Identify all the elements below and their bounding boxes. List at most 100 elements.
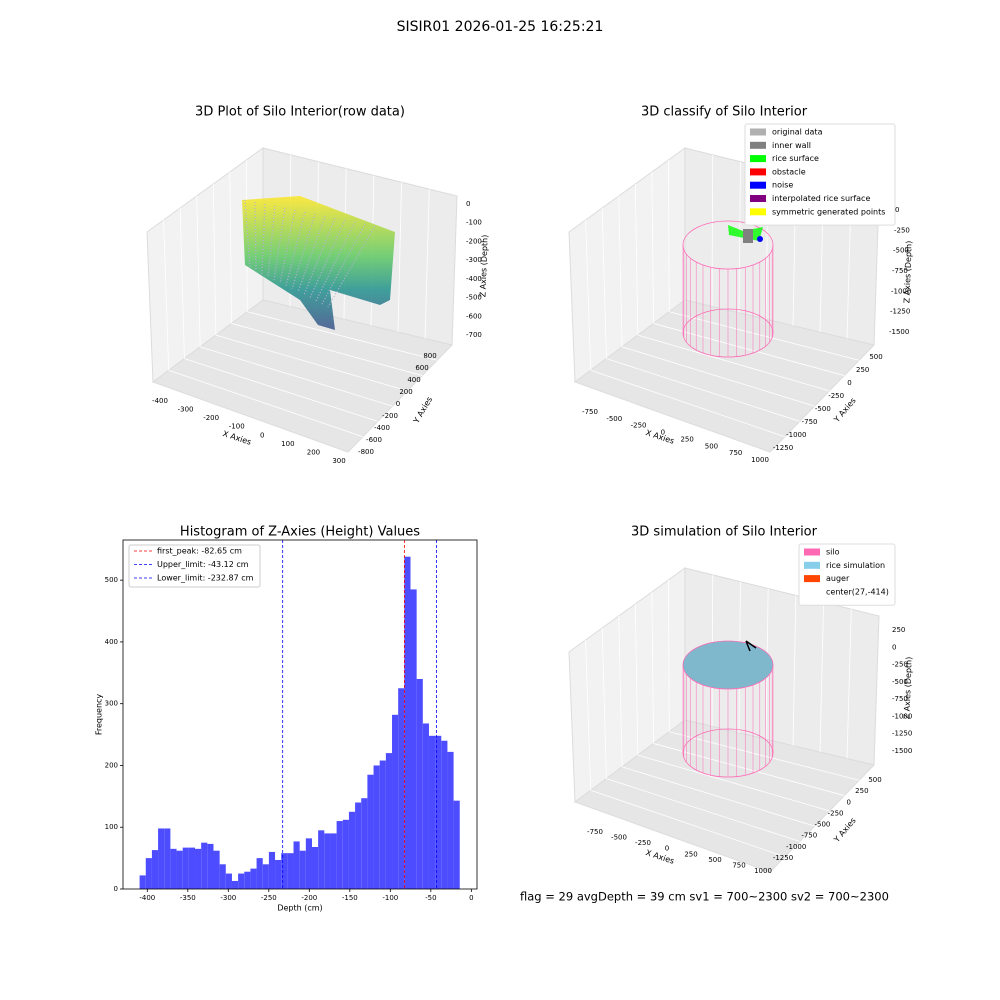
point-stripe — [309, 219, 346, 299]
pane-grid — [601, 207, 607, 359]
y-tick-label: 500 — [868, 776, 881, 784]
x-tick-label: 1000 — [751, 456, 769, 464]
legend-label: auger — [826, 574, 850, 583]
pane-grid — [738, 161, 741, 313]
y-tick-label: 250 — [856, 366, 869, 374]
silo-top — [682, 640, 774, 690]
legend-swatch — [750, 168, 766, 176]
legend-label: Upper_limit: -43.12 cm — [157, 560, 249, 569]
pane-grid — [819, 602, 824, 753]
pane-grid — [606, 358, 800, 422]
y-tick-label: 300 — [105, 700, 118, 708]
x-tick-label: -300 — [178, 406, 194, 414]
bar — [324, 833, 331, 889]
x-tick-label: 750 — [729, 449, 742, 457]
x-tick-label: 1000 — [754, 867, 772, 875]
bar — [441, 740, 448, 889]
axis-label: Z Axies (Depth) — [902, 241, 913, 304]
legend-label: Lower_limit: -232.87 cm — [157, 574, 254, 583]
point-stripe — [327, 225, 376, 308]
bar — [195, 848, 202, 889]
bar — [336, 821, 343, 889]
bar — [231, 880, 239, 889]
point-cloud — [242, 196, 395, 330]
wall-points — [743, 229, 753, 243]
z-tick-label: -250 — [894, 226, 910, 234]
noise-point — [757, 236, 763, 242]
status-footer: flag = 29 avgDepth = 39 cm sv1 = 700~230… — [520, 890, 889, 904]
y-tick-label: 400 — [407, 376, 420, 384]
z-tick-label: -1000 — [891, 287, 911, 295]
x-tick-label: 0 — [469, 894, 473, 902]
x-tick-label: -350 — [180, 894, 196, 902]
point-stripe — [279, 209, 296, 284]
x-tick-label: 0 — [665, 845, 669, 853]
z-tick-label: -500 — [892, 678, 908, 686]
legend-swatch — [804, 561, 820, 569]
z-tick-label: -1250 — [890, 308, 910, 316]
y-tick-label: -1250 — [773, 854, 793, 862]
y-tick-label: 500 — [869, 353, 882, 361]
x-tick-label: 0 — [260, 431, 264, 439]
legend-swatch — [750, 141, 766, 149]
bar — [225, 873, 232, 889]
x-tick-label: -250 — [261, 894, 277, 902]
x-tick-label: -300 — [220, 894, 236, 902]
pane-grid — [424, 189, 430, 339]
y-tick-label: -500 — [815, 405, 831, 413]
pane-grid — [229, 171, 232, 324]
bar — [139, 875, 146, 889]
bar — [250, 868, 257, 889]
x-axis-label: Depth (cm) — [277, 904, 322, 913]
z-tick-label: 250 — [892, 626, 905, 634]
bar — [219, 864, 226, 889]
bar — [447, 751, 454, 889]
pane-grid — [179, 207, 185, 359]
pane-floor — [573, 719, 875, 873]
x-tick-label: 200 — [307, 448, 320, 456]
y-tick-label: 0 — [847, 379, 851, 387]
x-tick-label: 250 — [680, 435, 693, 443]
y-tick-label: -200 — [382, 412, 398, 420]
x-tick-label: -400 — [139, 894, 155, 902]
bar — [287, 853, 294, 889]
z-tick-label: -200 — [466, 237, 482, 245]
z-tick-label: -750 — [892, 695, 908, 703]
x-tick-label: -250 — [635, 839, 651, 847]
pane-floor — [151, 299, 453, 453]
legend-label: first_peak: -82.65 cm — [157, 547, 242, 556]
pane-grid — [168, 369, 363, 438]
x-tick-label: 0 — [661, 429, 665, 437]
axes-frame — [122, 539, 478, 890]
pane-grid — [585, 219, 592, 371]
z-tick-label: -750 — [892, 267, 908, 275]
legend-label: inner wall — [772, 141, 811, 150]
legend-label: rice simulation — [826, 561, 885, 570]
x-tick-label: -50 — [425, 894, 436, 902]
y-tick-label: 500 — [105, 576, 118, 584]
legend-box — [744, 123, 896, 226]
pane-grid — [212, 183, 217, 336]
y-tick-label: 0 — [114, 885, 118, 893]
z-tick-label: -500 — [893, 247, 909, 255]
bar — [256, 858, 263, 889]
pane-grid — [200, 346, 393, 407]
z-tick-label: -100 — [466, 219, 482, 227]
bar — [244, 871, 251, 889]
legend-label: symmetric generated points — [772, 207, 885, 216]
legend-label: original data — [772, 128, 823, 137]
x-tick-label: 750 — [732, 861, 745, 869]
pane-grid — [247, 311, 438, 361]
y-tick-label: 0 — [396, 400, 400, 408]
axis-label: Z Axies (Depth) — [478, 235, 489, 298]
legend-label: obstacle — [772, 167, 806, 176]
pane-grid — [590, 789, 785, 858]
bar — [311, 846, 319, 889]
pane-grid — [846, 609, 852, 759]
point-stripe — [303, 217, 336, 296]
z-tick-label: -1250 — [892, 730, 912, 738]
bar — [392, 714, 399, 889]
z-tick-label: 0 — [892, 643, 896, 651]
bar — [281, 853, 288, 889]
z-tick-label: 0 — [895, 206, 899, 214]
